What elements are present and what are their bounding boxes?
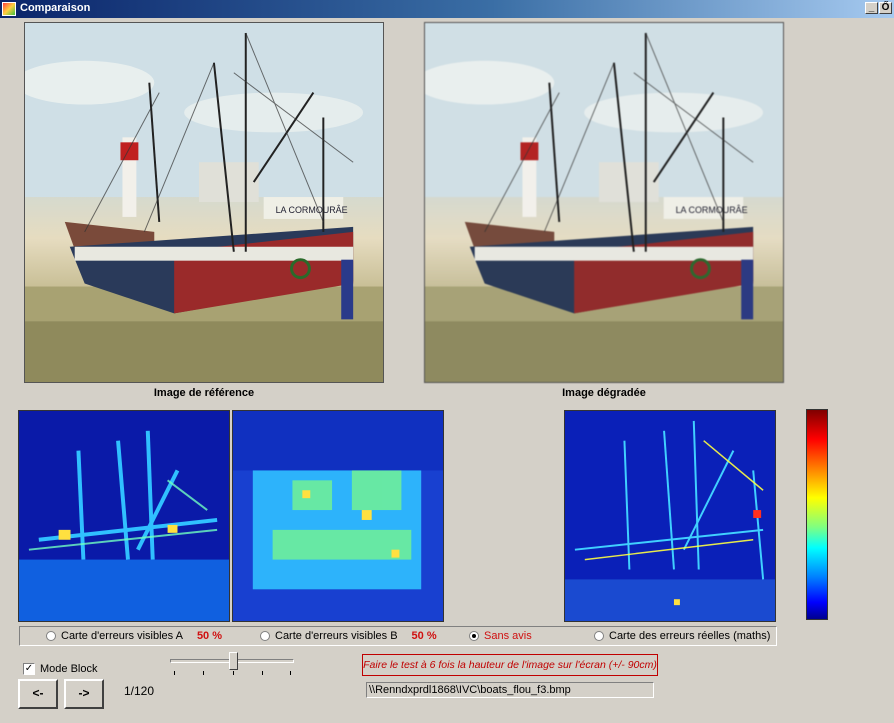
image-counter: 1/120 — [124, 684, 155, 698]
radio-no-opinion[interactable] — [469, 631, 479, 641]
title-bar: Comparaison _ Ő — [0, 0, 894, 18]
next-button[interactable]: -> — [64, 679, 104, 709]
boat-name: LA CORMOURÂE — [276, 205, 348, 215]
radio-real-errors[interactable] — [594, 631, 604, 641]
slider-thumb[interactable] — [229, 652, 238, 670]
boat-name: LA CORMOURÂE — [676, 205, 748, 215]
option-map-a[interactable]: Carte d'erreurs visibles A 50 % — [46, 630, 222, 642]
restore-button[interactable]: Ő — [879, 2, 892, 14]
radio-map-a[interactable] — [46, 631, 56, 641]
slider-tick — [174, 671, 175, 675]
mode-block-label: Mode Block — [40, 663, 98, 675]
option-map-b[interactable]: Carte d'erreurs visibles B 50 % — [260, 630, 437, 642]
reference-image: LA CORMOURÂE — [24, 22, 384, 383]
window-title: Comparaison — [20, 2, 91, 14]
slider-tick — [233, 671, 234, 675]
threshold-slider[interactable] — [170, 650, 294, 678]
radio-map-b[interactable] — [260, 631, 270, 641]
option-real-errors[interactable]: Carte des erreurs réelles (maths) — [594, 630, 770, 642]
real-error-map[interactable] — [564, 410, 776, 622]
error-map-b[interactable] — [232, 410, 444, 622]
degraded-image: LA CORMOURÂE — [424, 22, 784, 383]
file-path-field[interactable]: \\Renndxprdl1868\IVC\boats_flou_f3.bmp — [366, 682, 654, 698]
viewing-distance-warning: Faire le test à 6 fois la hauteur de l'i… — [362, 654, 658, 676]
color-scale-bar — [806, 409, 828, 620]
slider-tick — [290, 671, 291, 675]
mode-block-toggle[interactable]: ✓ Mode Block — [23, 663, 97, 675]
mode-block-checkbox[interactable]: ✓ — [23, 663, 35, 675]
slider-tick — [262, 671, 263, 675]
previous-button[interactable]: <- — [18, 679, 58, 709]
slider-tick — [203, 671, 204, 675]
app-icon — [2, 2, 16, 16]
map-choice-group: Carte d'erreurs visibles A 50 % Carte d'… — [19, 626, 777, 646]
minimize-button[interactable]: _ — [865, 2, 878, 14]
error-map-a[interactable] — [18, 410, 230, 622]
option-no-opinion[interactable]: Sans avis — [469, 630, 532, 642]
reference-caption: Image de référence — [153, 387, 255, 399]
degraded-caption: Image dégradée — [562, 387, 646, 399]
